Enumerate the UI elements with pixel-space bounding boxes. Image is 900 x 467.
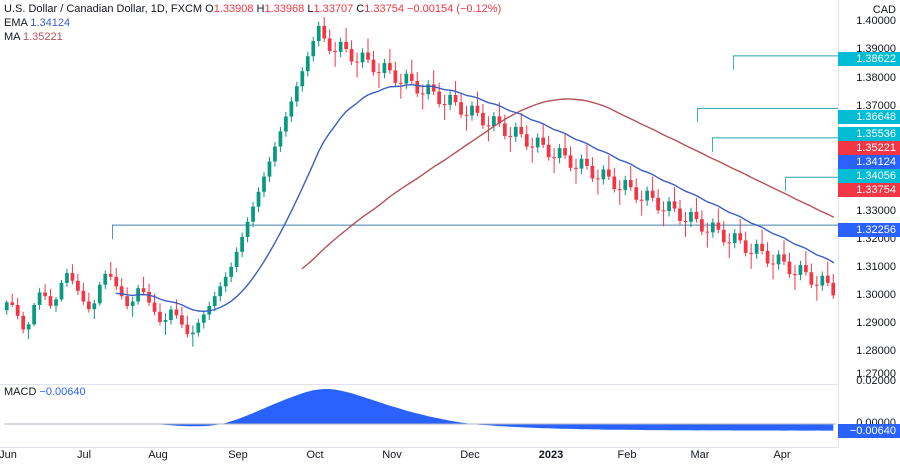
legend-ma-row[interactable]: MA 1.35221 <box>4 31 501 44</box>
price-tick: 1.28000 <box>856 345 896 357</box>
macd-histogram <box>4 389 836 431</box>
ema-label: EMA <box>4 17 27 29</box>
time-tick: Jun <box>0 449 17 461</box>
price-tick: 1.31000 <box>856 261 896 273</box>
ma-line <box>302 99 833 269</box>
time-tick: Nov <box>382 449 402 461</box>
price-tick: 1.38000 <box>856 72 896 84</box>
candlestick-series <box>5 17 835 346</box>
ema-line <box>116 85 833 312</box>
time-tick: Aug <box>148 449 168 461</box>
time-tick: Feb <box>618 449 637 461</box>
level-135536[interactable]: 1.35536 <box>838 127 900 141</box>
macd-label: MACD <box>4 386 36 398</box>
time-tick: Apr <box>773 449 790 461</box>
price-tick: 1.33000 <box>856 205 896 217</box>
macd-value: −0.00640 <box>39 386 85 398</box>
open-value: 1.33908 <box>214 3 254 15</box>
level-136648[interactable]: 1.36648 <box>838 110 900 124</box>
ma-label: MA <box>4 31 20 43</box>
close-value: 1.33754 <box>364 3 404 15</box>
time-tick: Dec <box>460 449 480 461</box>
level-132256[interactable]: 1.32256 <box>838 223 900 237</box>
macd-legend[interactable]: MACD −0.00640 <box>4 386 86 398</box>
ma-value: 1.35221 <box>23 31 63 43</box>
macd-tick: 0.02000 <box>856 375 896 387</box>
chart-legend: U.S. Dollar / Canadian Dollar, 1D, FXCM … <box>4 3 501 44</box>
time-tick: Sep <box>228 449 248 461</box>
price-tick: 1.30000 <box>856 289 896 301</box>
level-138622[interactable]: 1.38622 <box>838 52 900 66</box>
time-tick: Oct <box>306 449 323 461</box>
pane-separator <box>0 384 838 385</box>
low-value: 1.33707 <box>313 3 353 15</box>
tradingview-chart[interactable]: U.S. Dollar / Canadian Dollar, 1D, FXCM … <box>0 0 900 467</box>
price-axis[interactable]: CAD 1.400001.390001.380001.370001.360001… <box>838 0 900 467</box>
ma-price-label[interactable]: 1.35221 <box>838 141 900 155</box>
time-tick: Mar <box>691 449 710 461</box>
price-tick: 1.40000 <box>856 15 896 27</box>
time-tick: 2023 <box>539 449 563 461</box>
change-value: −0.00154 (−0.12%) <box>407 3 501 15</box>
time-tick: Jul <box>77 449 91 461</box>
legend-ema-row[interactable]: EMA 1.34124 <box>4 17 501 30</box>
macd-value-label[interactable]: −0.00640 <box>838 424 900 438</box>
ema-value: 1.34124 <box>30 17 70 29</box>
last-price-label[interactable]: 1.33754 <box>838 183 900 197</box>
price-tick: 1.29000 <box>856 317 896 329</box>
level-134056[interactable]: 1.34056 <box>838 169 900 183</box>
ema-price-label[interactable]: 1.34124 <box>838 155 900 169</box>
high-value: 1.33968 <box>264 3 304 15</box>
legend-symbol-row[interactable]: U.S. Dollar / Canadian Dollar, 1D, FXCM … <box>4 3 501 16</box>
open-key: O <box>205 3 214 15</box>
symbol-title: U.S. Dollar / Canadian Dollar, 1D, FXCM <box>4 3 202 15</box>
plot-area[interactable] <box>0 0 900 467</box>
time-axis[interactable]: Jun Jul Aug Sep Oct Nov Dec 2023 Feb Mar Apr <box>0 448 838 467</box>
